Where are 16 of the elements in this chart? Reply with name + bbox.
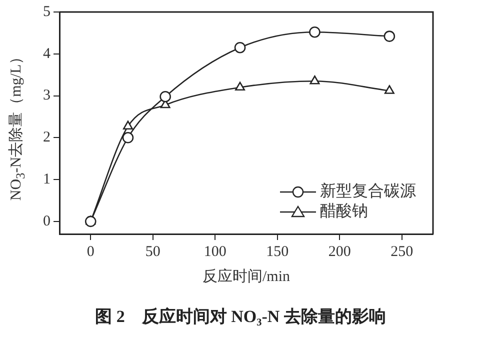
y-tick-label: 2 (43, 130, 50, 146)
text: 图 2 反应时间对 NO₃-N 去除量的影响 (94, 306, 387, 328)
x-tick-label: 200 (328, 244, 351, 260)
y-tick-label: 1 (43, 171, 50, 188)
x-tick-label: 150 (266, 244, 289, 260)
x-tick-label: 250 (390, 244, 414, 260)
y-tick-label: 4 (43, 46, 51, 62)
x-tick-label: 100 (204, 244, 226, 260)
y-tick-label: 0 (43, 213, 50, 230)
x-tick-label: 50 (145, 244, 160, 260)
x-tick-label: 0 (86, 244, 94, 260)
legend-label: 醋酸钠 (320, 202, 368, 222)
y-tick-label: 5 (43, 4, 50, 20)
y-tick-label: 3 (43, 88, 50, 104)
legend-label: 新型复合碳源 (320, 182, 416, 202)
x-axis-title: 反应时间/min (202, 268, 290, 285)
